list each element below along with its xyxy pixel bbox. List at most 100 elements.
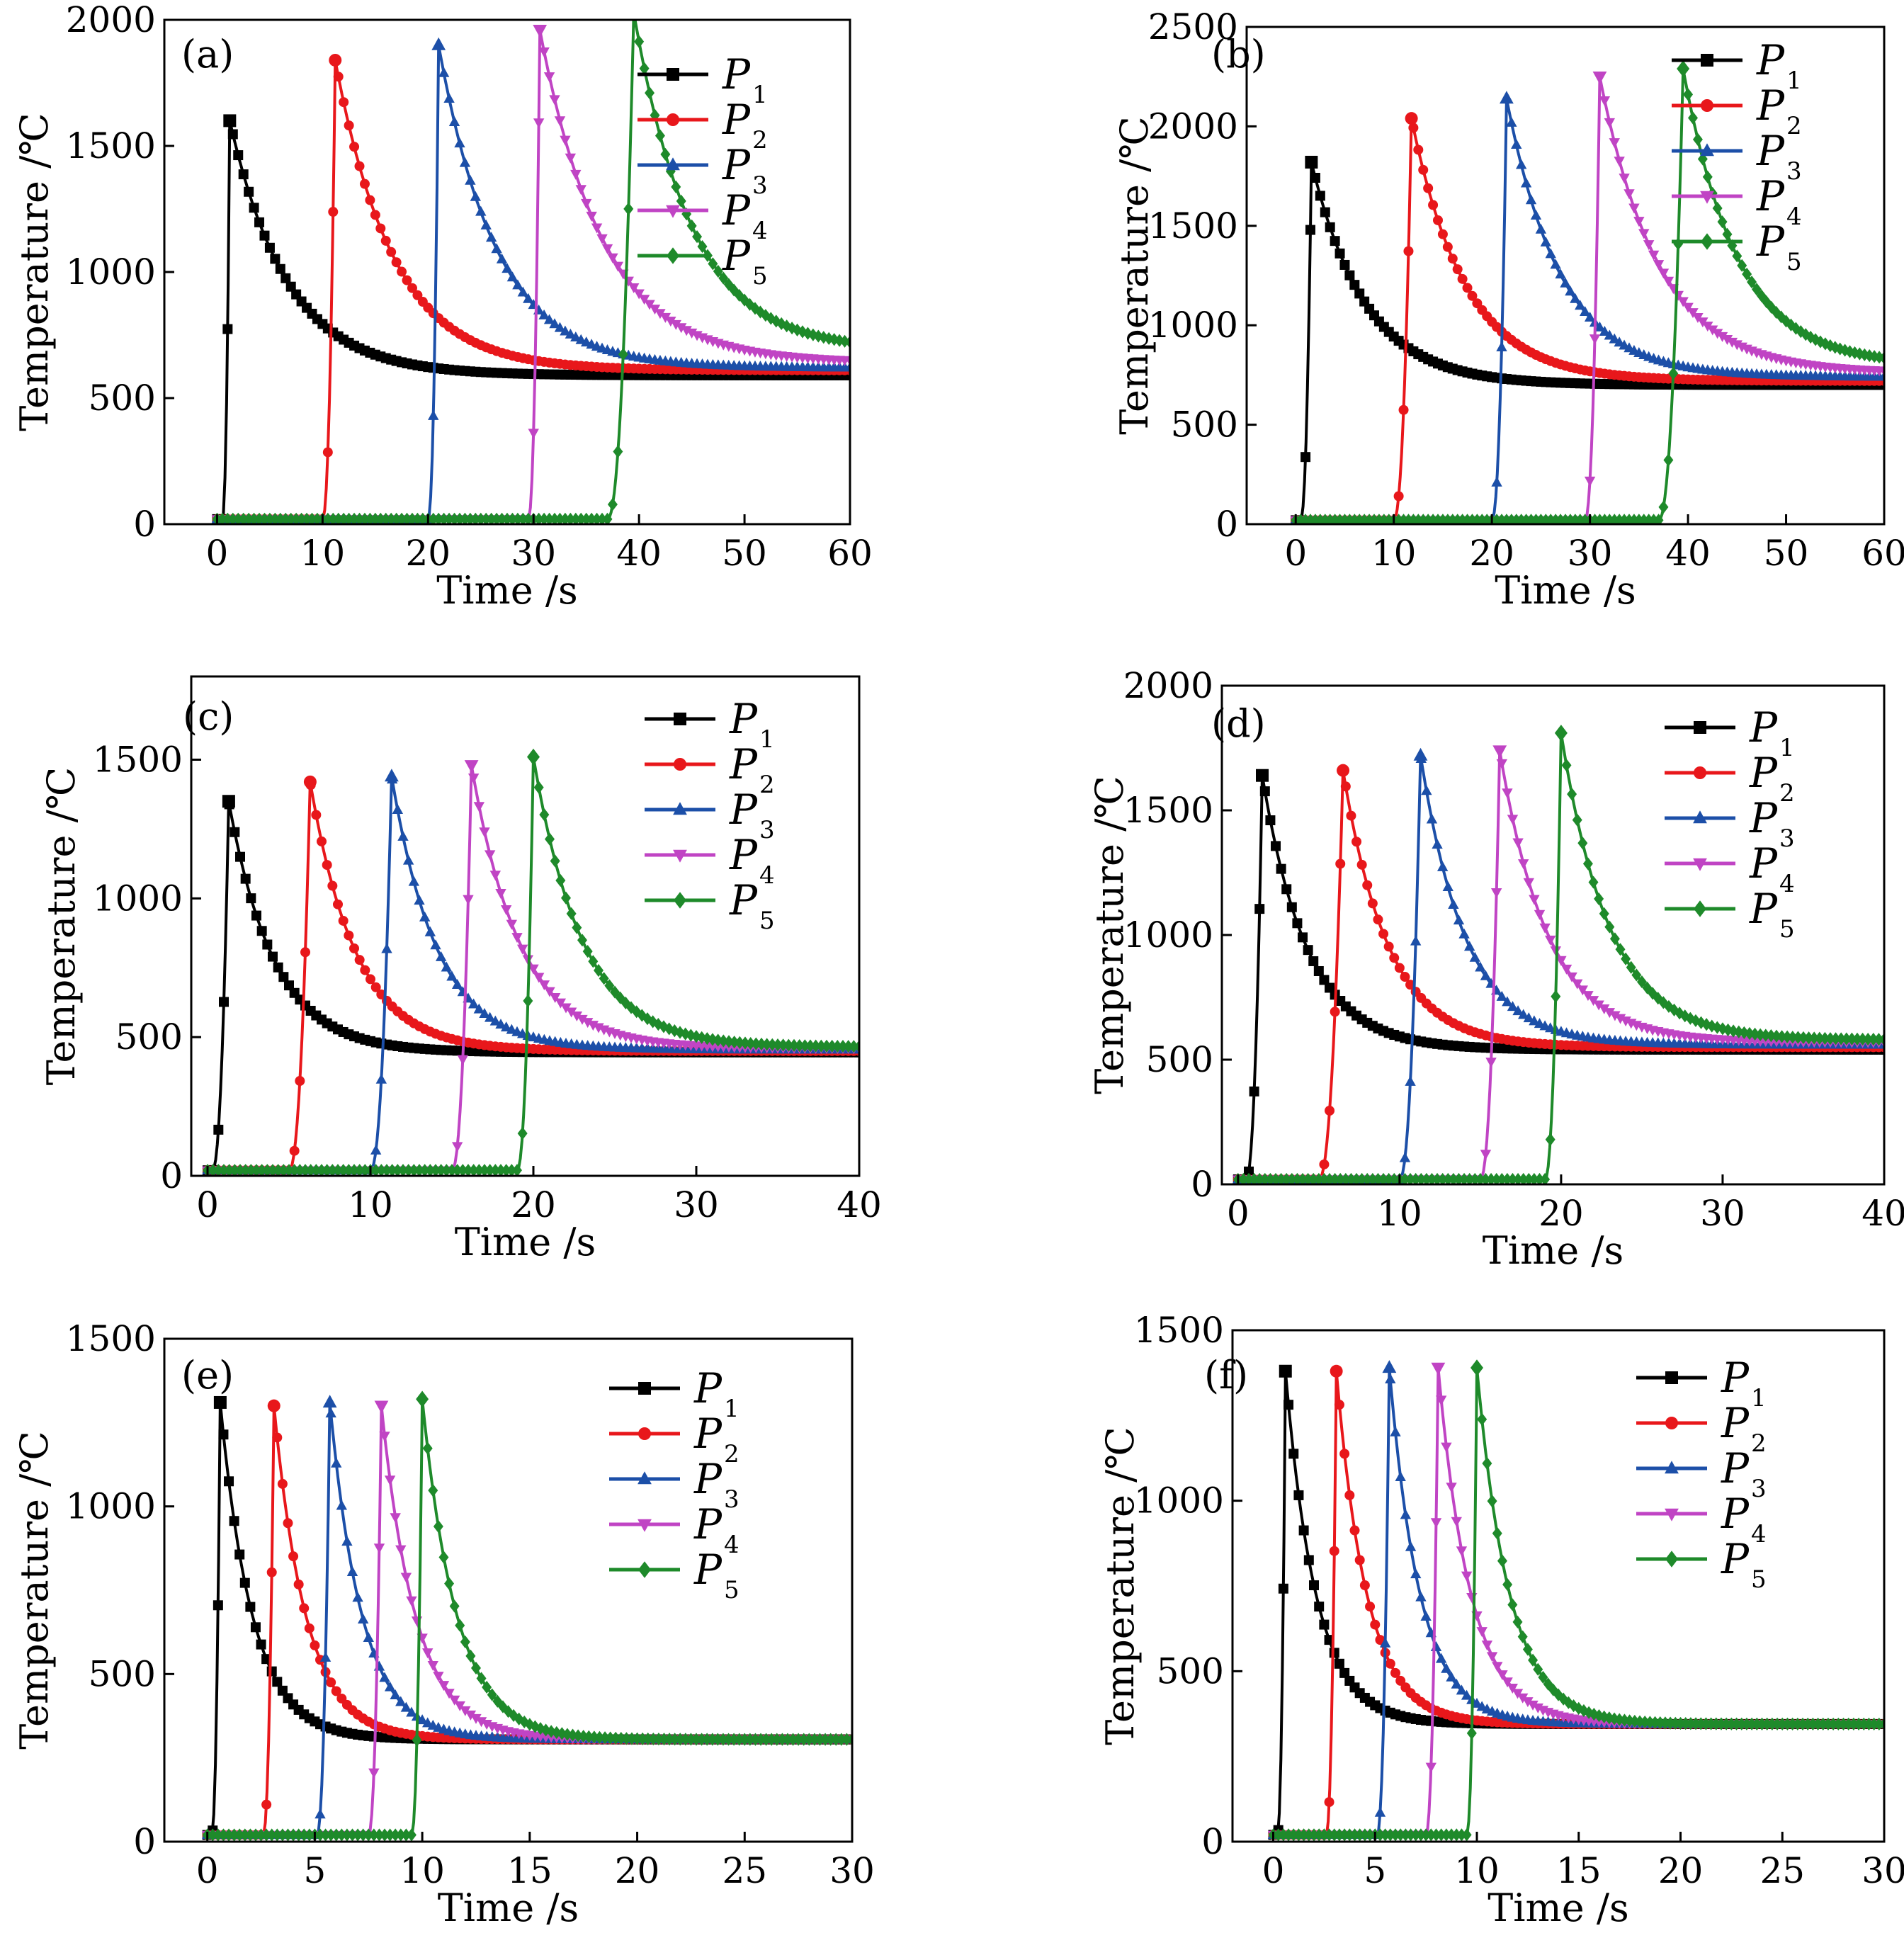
- data-point: [708, 257, 718, 271]
- data-point: [1736, 1717, 1747, 1730]
- data-point: [441, 961, 453, 972]
- data-point: [416, 1714, 428, 1725]
- data-point: [381, 943, 392, 953]
- legend-subscript: 2: [1751, 1429, 1767, 1458]
- data-point: [602, 512, 613, 524]
- data-point: [333, 72, 344, 82]
- data-point: [1545, 248, 1556, 259]
- data-point: [845, 370, 850, 380]
- data-point: [1254, 904, 1265, 914]
- data-point: [1572, 813, 1582, 827]
- data-point: [1555, 268, 1566, 279]
- data-point: [1462, 283, 1473, 293]
- data-point: [256, 926, 267, 936]
- data-point: [1572, 979, 1583, 990]
- data-point: [473, 802, 485, 812]
- data-point: [230, 827, 240, 837]
- series-line: [1237, 755, 1884, 1181]
- legend-entry: P: [722, 50, 751, 98]
- x-tick-label: 50: [722, 533, 767, 574]
- data-point: [1400, 1828, 1411, 1842]
- x-tick-label: 15: [1556, 1850, 1602, 1891]
- legend-marker: [1693, 858, 1707, 871]
- data-point: [1330, 1007, 1340, 1017]
- data-point: [1486, 1652, 1498, 1662]
- data-point: [1653, 514, 1664, 524]
- data-point: [476, 1672, 487, 1685]
- data-point: [1669, 1003, 1679, 1016]
- series-p3: [201, 1395, 852, 1840]
- data-point: [475, 1717, 487, 1728]
- data-point: [560, 135, 571, 146]
- legend-subscript: 2: [1786, 112, 1802, 140]
- data-point: [670, 319, 681, 330]
- data-point: [395, 1828, 406, 1842]
- data-point: [659, 312, 672, 323]
- data-point: [789, 1038, 799, 1052]
- data-point: [702, 1032, 713, 1046]
- data-point: [1830, 1032, 1841, 1046]
- x-tick-label: 0: [1262, 1850, 1285, 1891]
- data-point: [358, 1828, 368, 1842]
- data-point: [1410, 1568, 1422, 1579]
- data-point: [686, 219, 697, 232]
- legend: P 1P 2P 3P 4P 5: [645, 695, 775, 935]
- y-tick-label: 500: [89, 378, 156, 419]
- data-point: [612, 261, 624, 272]
- data-point: [235, 851, 245, 862]
- data-point: [570, 169, 582, 180]
- data-point: [538, 47, 550, 57]
- data-point: [1878, 370, 1884, 381]
- data-point: [611, 1731, 621, 1745]
- data-point: [1380, 1828, 1390, 1842]
- data-point: [1496, 990, 1507, 1001]
- data-point: [827, 1039, 837, 1053]
- peak-point: [1554, 725, 1568, 742]
- peak-point: [322, 1395, 337, 1408]
- legend-entry: P: [1756, 172, 1785, 220]
- data-point: [1426, 1828, 1436, 1842]
- data-point: [676, 323, 687, 334]
- data-point: [1781, 314, 1791, 328]
- data-point: [838, 1040, 848, 1053]
- data-point: [1415, 1828, 1426, 1842]
- data-point: [1344, 270, 1355, 280]
- data-point: [1349, 1525, 1360, 1536]
- data-point: [338, 915, 348, 926]
- data-point: [272, 1432, 283, 1443]
- data-point: [1319, 1159, 1330, 1169]
- data-point: [317, 836, 327, 846]
- chart-panel-d: 0 10 20 30 40 0 500 1000 1500 2000 Time /s Temperat…: [1087, 665, 1904, 1273]
- data-point: [1491, 476, 1502, 487]
- data-point: [1560, 277, 1571, 288]
- data-point: [1517, 1693, 1529, 1704]
- data-point: [451, 979, 463, 990]
- data-point: [1463, 941, 1475, 951]
- data-point: [845, 335, 850, 348]
- y-tick-label: 1000: [66, 251, 156, 293]
- data-point: [645, 86, 655, 100]
- data-point: [1278, 1583, 1288, 1594]
- data-point: [368, 1828, 379, 1842]
- legend-marker: [1701, 233, 1713, 250]
- y-tick-label: 500: [89, 1653, 156, 1694]
- data-point: [554, 116, 566, 127]
- data-point: [1426, 813, 1438, 824]
- data-point: [1594, 892, 1604, 906]
- legend: P 1P 2P 3P 4P 5: [1636, 1354, 1767, 1594]
- data-point: [262, 939, 273, 950]
- data-point: [1446, 1671, 1457, 1682]
- data-point: [1588, 876, 1599, 889]
- data-point: [1349, 280, 1360, 290]
- data-point: [1344, 1490, 1355, 1500]
- data-point: [375, 223, 386, 234]
- data-point: [354, 161, 365, 171]
- data-point: [680, 1733, 691, 1746]
- data-point: [1841, 1032, 1852, 1046]
- data-point: [1300, 452, 1311, 463]
- x-tick-label: 10: [1454, 1850, 1500, 1891]
- data-point: [1502, 1677, 1513, 1688]
- data-point: [1544, 935, 1556, 946]
- data-point: [1334, 1400, 1344, 1410]
- data-point: [390, 1828, 401, 1842]
